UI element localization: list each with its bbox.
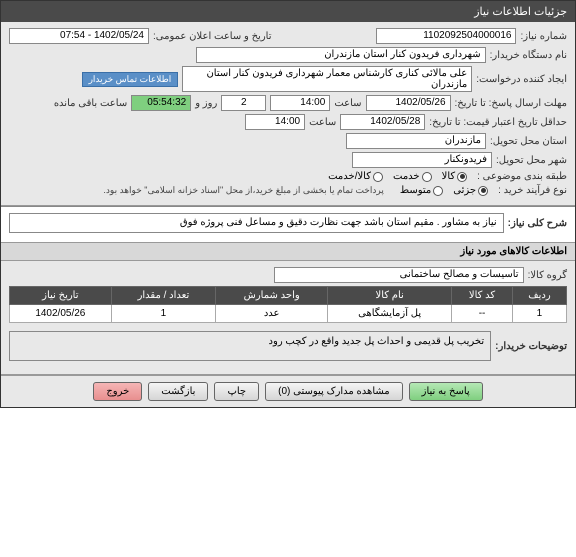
description-section: شرح کلی نیاز: نیاز به مشاور . مقیم استان…	[1, 206, 575, 242]
radio-kala[interactable]: کالا	[442, 171, 468, 182]
province-field: مازندران	[346, 133, 486, 149]
col-row: ردیف	[512, 287, 566, 305]
exit-button[interactable]: خروج	[93, 382, 142, 401]
city-label: شهر محل تحویل:	[496, 155, 567, 166]
paytype-label: نوع فرآیند خرید :	[498, 185, 567, 196]
days-label: روز و	[195, 98, 217, 109]
cell-unit: عدد	[216, 305, 328, 323]
remain-time-field: 05:54:32	[131, 95, 191, 111]
announce-label: تاریخ و ساعت اعلان عمومی:	[153, 31, 272, 42]
remarks-label: توضیحات خریدار:	[495, 341, 567, 352]
col-name: نام کالا	[328, 287, 452, 305]
goods-section: گروه کالا: تاسیسات و مصالح ساختمانی ردیف…	[1, 261, 575, 375]
col-unit: واحد شمارش	[216, 287, 328, 305]
province-label: استان محل تحویل:	[490, 136, 567, 147]
announce-field: 1402/05/24 - 07:54	[9, 28, 149, 44]
requester-field: علی مالائی کناری کارشناس معمار شهرداری ف…	[182, 66, 472, 92]
remain-label: ساعت باقی مانده	[54, 98, 127, 109]
requester-label: ایجاد کننده درخواست:	[476, 74, 567, 85]
remarks-text: تخریب پل قدیمی و احداث پل جدید واقع در ک…	[9, 331, 491, 361]
time-label-1: ساعت	[334, 98, 361, 109]
col-code: کد کالا	[452, 287, 513, 305]
col-date: تاریخ نیاز	[10, 287, 112, 305]
goods-header: اطلاعات کالاهای مورد نیاز	[1, 242, 575, 261]
radio-dot-icon	[433, 186, 443, 196]
req-num-label: شماره نیاز:	[520, 31, 567, 42]
button-bar: پاسخ به نیاز مشاهده مدارک پیوستی (0) چاپ…	[1, 375, 575, 407]
validity-date-field: 1402/05/28	[340, 114, 425, 130]
deadline-label: مهلت ارسال پاسخ: تا تاریخ:	[455, 98, 567, 109]
buyer-label: نام دستگاه خریدار:	[490, 50, 567, 61]
radio-dot-icon	[478, 186, 488, 196]
group-label: گروه کالا:	[528, 270, 567, 281]
table-row[interactable]: 1 -- پل آزمایشگاهی عدد 1 1402/05/26	[10, 305, 567, 323]
col-qty: تعداد / مقدار	[111, 287, 215, 305]
deadline-date-field: 1402/05/26	[366, 95, 451, 111]
window-header: جزئیات اطلاعات نیاز	[1, 1, 575, 22]
radio-khedmat[interactable]: خدمت	[393, 171, 432, 182]
radio-dot-icon	[373, 172, 383, 182]
cell-code: --	[452, 305, 513, 323]
radio-dot-icon	[457, 172, 467, 182]
group-field: تاسیسات و مصالح ساختمانی	[274, 267, 524, 283]
cell-row: 1	[512, 305, 566, 323]
radio-both[interactable]: کالا/خدمت	[328, 171, 383, 182]
validity-label: حداقل تاریخ اعتبار قیمت: تا تاریخ:	[429, 117, 567, 128]
deadline-time-field: 14:00	[270, 95, 330, 111]
radio-dot-icon	[422, 172, 432, 182]
header-title: جزئیات اطلاعات نیاز	[474, 6, 567, 18]
goods-table: ردیف کد کالا نام کالا واحد شمارش تعداد /…	[9, 286, 567, 323]
category-label: طبقه بندی موضوعی :	[477, 171, 567, 182]
pay-note: پرداخت تمام یا بخشی از مبلغ خرید،از محل …	[103, 185, 383, 196]
cell-date: 1402/05/26	[10, 305, 112, 323]
print-button[interactable]: چاپ	[214, 382, 259, 401]
radio-medium[interactable]: متوسط	[400, 185, 443, 196]
desc-text: نیاز به مشاور . مقیم استان باشد جهت نظار…	[9, 213, 504, 233]
req-num-field: 1102092504000016	[376, 28, 516, 44]
contact-button[interactable]: اطلاعات تماس خریدار	[82, 72, 179, 87]
days-count-field: 2	[221, 95, 266, 111]
cell-name: پل آزمایشگاهی	[328, 305, 452, 323]
radio-partial[interactable]: جزئی	[453, 185, 488, 196]
attachments-button[interactable]: مشاهده مدارک پیوستی (0)	[265, 382, 403, 401]
validity-time-field: 14:00	[245, 114, 305, 130]
time-label-2: ساعت	[309, 117, 336, 128]
cell-qty: 1	[111, 305, 215, 323]
back-button[interactable]: بازگشت	[148, 382, 208, 401]
desc-label: شرح کلی نیاز:	[508, 218, 567, 229]
city-field: فریدونکنار	[352, 152, 492, 168]
buyer-field: شهرداری فریدون کنار استان مازندران	[196, 47, 486, 63]
form-section: شماره نیاز: 1102092504000016 تاریخ و ساع…	[1, 22, 575, 206]
respond-button[interactable]: پاسخ به نیاز	[409, 382, 483, 401]
